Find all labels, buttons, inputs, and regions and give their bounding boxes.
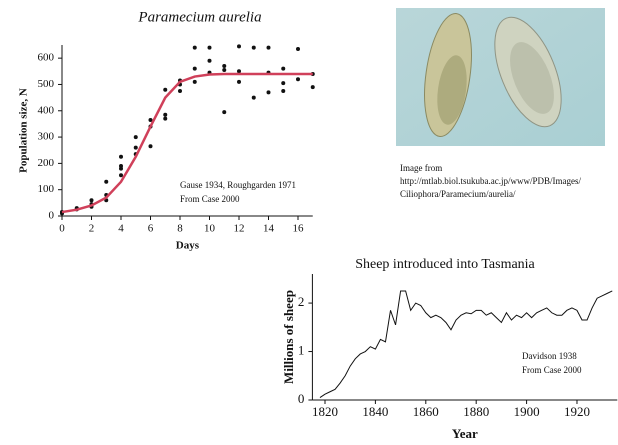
x-tick-label: 14 [263,223,275,235]
data-point [296,46,300,51]
y-axis-label: Millions of sheep [281,290,296,384]
data-point [192,79,197,84]
data-point [133,135,138,140]
x-tick-label: 0 [59,223,65,235]
data-point [207,58,212,63]
data-point [89,198,94,203]
data-point [281,81,286,86]
y-tick-label: 600 [38,52,55,64]
y-tick-label: 100 [38,183,55,195]
data-point [222,110,227,115]
caption-line: http://mtlab.biol.tsukuba.ac.jp/www/PDB/… [400,176,581,186]
data-point [281,89,286,94]
data-point [163,116,168,121]
y-tick-label: 0 [298,391,305,406]
data-point [119,154,123,159]
x-tick-label: 4 [118,223,124,235]
data-point [148,117,153,122]
data-point [148,144,153,149]
x-axis-label: Year [452,426,478,441]
y-tick-label: 400 [38,104,55,116]
data-point [119,173,123,178]
annotation: Davidson 1938 [522,351,577,361]
data-point [237,44,241,49]
y-tick-label: 500 [38,78,55,90]
data-point [163,112,168,117]
annotation: From Case 2000 [180,194,240,204]
data-point [237,79,241,84]
data-point [192,45,197,50]
data-point [222,67,227,72]
y-tick-label: 200 [38,157,55,169]
data-point [237,69,241,74]
y-tick-label: 1 [298,343,305,358]
chart-title: Sheep introduced into Tasmania [355,257,535,272]
x-tick-label: 1920 [564,404,590,419]
data-point [251,45,256,50]
data-point [119,164,123,169]
y-tick-label: 300 [38,131,55,143]
y-tick-label: 2 [298,294,305,309]
data-point [192,66,197,71]
data-point [266,90,271,95]
data-point [133,145,138,150]
x-tick-label: 10 [204,223,216,235]
paramecium-photo [396,8,605,146]
data-point [207,45,212,50]
x-tick-label: 16 [293,223,305,235]
x-tick-label: 8 [177,223,183,235]
x-tick-label: 1880 [463,404,489,419]
x-tick-label: 1840 [362,404,388,419]
x-tick-label: 1900 [514,404,540,419]
caption-line: Ciliophora/Paramecium/aurelia/ [400,189,516,199]
chart-title: Paramecium aurelia [137,9,261,25]
data-line [319,290,613,398]
annotation: From Case 2000 [522,365,582,375]
data-point [251,95,256,100]
data-point [104,179,109,184]
x-tick-label: 1860 [413,404,439,419]
data-point [163,87,168,92]
data-point [222,64,227,69]
data-point [281,66,286,71]
data-point [296,77,300,82]
data-point [266,45,271,50]
caption-line: Image from [400,163,442,173]
x-tick-label: 1820 [312,404,338,419]
x-tick-label: 6 [148,223,154,235]
annotation: Gause 1934, Roughgarden 1971 [180,180,296,190]
data-point [178,89,182,94]
x-axis-label: Days [176,240,200,252]
x-tick-label: 12 [234,223,245,235]
y-axis-label: Population size, N [18,88,30,173]
data-point [310,85,315,90]
data-line [61,72,313,214]
x-tick-label: 2 [89,223,95,235]
y-tick-label: 0 [49,210,55,222]
